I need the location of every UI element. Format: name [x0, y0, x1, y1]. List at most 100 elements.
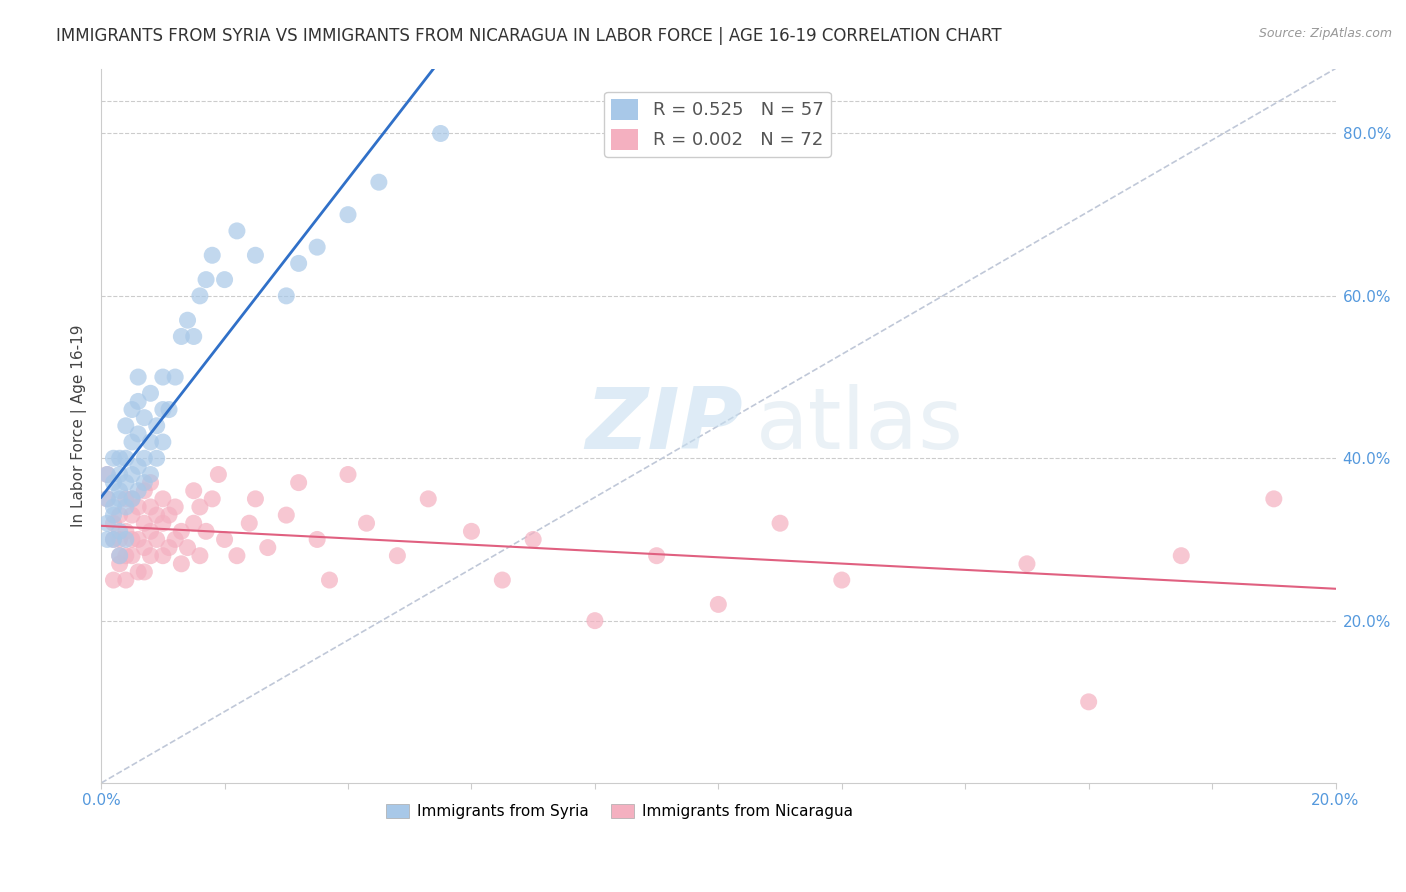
Point — [121, 549, 143, 563]
Point — [114, 573, 136, 587]
Point — [214, 272, 236, 286]
Point — [127, 459, 149, 474]
Point — [114, 475, 136, 490]
Point — [103, 573, 125, 587]
Point — [139, 524, 162, 539]
Point — [103, 500, 125, 514]
Point — [214, 533, 236, 547]
Point — [183, 483, 205, 498]
Point — [108, 508, 131, 522]
Point — [165, 500, 187, 514]
Point — [139, 467, 162, 482]
Point — [127, 565, 149, 579]
Point — [1077, 695, 1099, 709]
Point — [287, 475, 309, 490]
Point — [108, 467, 131, 482]
Point — [188, 289, 211, 303]
Point — [134, 451, 156, 466]
Point — [152, 370, 174, 384]
Point — [108, 557, 131, 571]
Point — [127, 500, 149, 514]
Point — [707, 598, 730, 612]
Point — [121, 491, 143, 506]
Point — [114, 524, 136, 539]
Point — [121, 402, 143, 417]
Point — [429, 127, 451, 141]
Point — [121, 533, 143, 547]
Point — [108, 524, 131, 539]
Point — [188, 500, 211, 514]
Point — [337, 467, 360, 482]
Point — [307, 533, 329, 547]
Text: atlas: atlas — [755, 384, 963, 467]
Point — [276, 289, 298, 303]
Point — [522, 533, 544, 547]
Point — [152, 402, 174, 417]
Point — [121, 491, 143, 506]
Point — [176, 541, 198, 555]
Point — [367, 175, 389, 189]
Point — [201, 491, 224, 506]
Point — [157, 402, 180, 417]
Point — [307, 240, 329, 254]
Point — [318, 573, 340, 587]
Point — [157, 541, 180, 555]
Point — [583, 614, 606, 628]
Point — [152, 516, 174, 531]
Point — [769, 516, 792, 531]
Point — [1263, 491, 1285, 506]
Point — [356, 516, 378, 531]
Point — [108, 549, 131, 563]
Point — [134, 475, 156, 490]
Point — [418, 491, 440, 506]
Point — [139, 549, 162, 563]
Point — [96, 467, 118, 482]
Point — [245, 491, 267, 506]
Point — [127, 533, 149, 547]
Point — [121, 435, 143, 450]
Point — [1015, 557, 1038, 571]
Point — [108, 533, 131, 547]
Point — [195, 272, 218, 286]
Point — [114, 491, 136, 506]
Point — [114, 500, 136, 514]
Point — [226, 224, 249, 238]
Point — [134, 541, 156, 555]
Point — [134, 565, 156, 579]
Point — [134, 483, 156, 498]
Point — [103, 451, 125, 466]
Point — [127, 426, 149, 441]
Point — [114, 451, 136, 466]
Point — [108, 451, 131, 466]
Point — [103, 475, 125, 490]
Point — [139, 386, 162, 401]
Point — [460, 524, 482, 539]
Point — [226, 549, 249, 563]
Point — [96, 533, 118, 547]
Point — [134, 516, 156, 531]
Point — [114, 549, 136, 563]
Text: Source: ZipAtlas.com: Source: ZipAtlas.com — [1258, 27, 1392, 40]
Point — [96, 491, 118, 506]
Point — [176, 313, 198, 327]
Point — [188, 549, 211, 563]
Point — [114, 418, 136, 433]
Point — [387, 549, 409, 563]
Point — [139, 475, 162, 490]
Point — [1170, 549, 1192, 563]
Text: IMMIGRANTS FROM SYRIA VS IMMIGRANTS FROM NICARAGUA IN LABOR FORCE | AGE 16-19 CO: IMMIGRANTS FROM SYRIA VS IMMIGRANTS FROM… — [56, 27, 1002, 45]
Point — [152, 435, 174, 450]
Text: ZIP: ZIP — [585, 384, 742, 467]
Point — [145, 418, 167, 433]
Point — [287, 256, 309, 270]
Point — [183, 329, 205, 343]
Legend: Immigrants from Syria, Immigrants from Nicaragua: Immigrants from Syria, Immigrants from N… — [380, 798, 859, 825]
Point — [183, 516, 205, 531]
Point — [103, 533, 125, 547]
Point — [127, 370, 149, 384]
Point — [121, 467, 143, 482]
Point — [96, 491, 118, 506]
Point — [238, 516, 260, 531]
Point — [139, 435, 162, 450]
Point — [195, 524, 218, 539]
